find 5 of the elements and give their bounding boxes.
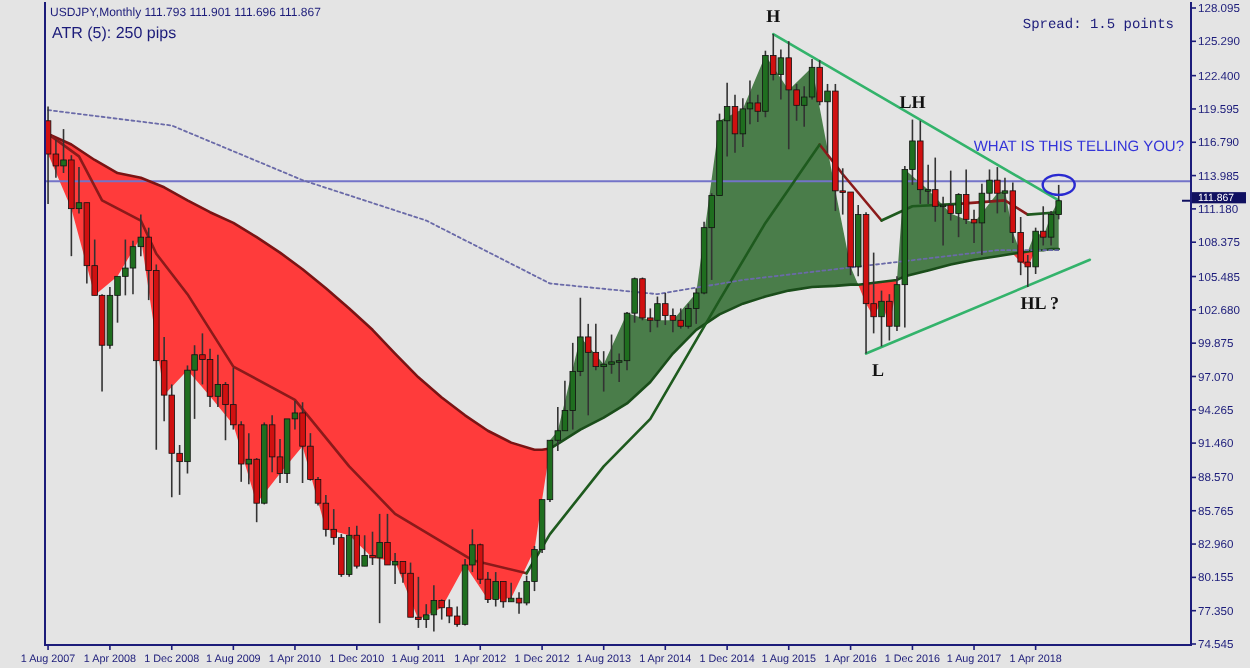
annotation: LH [899, 91, 926, 112]
annotation: HL ? [1020, 293, 1060, 314]
annotation: H [766, 6, 781, 27]
annotation: L [872, 359, 885, 380]
text: ATR (5): 250 pips [52, 24, 177, 42]
